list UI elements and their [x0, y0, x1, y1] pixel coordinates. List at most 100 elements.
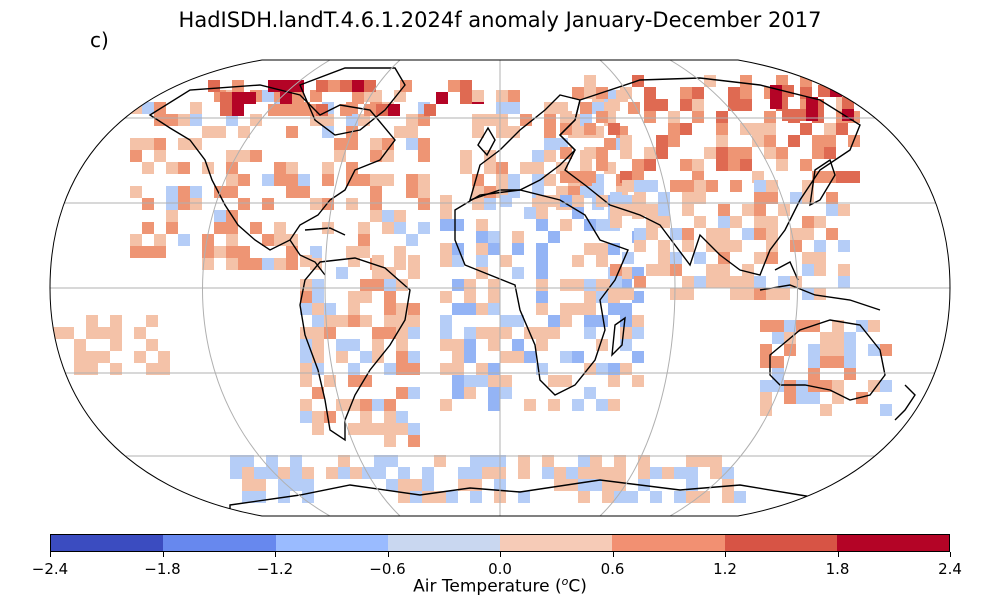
- anomaly-cell: [300, 327, 312, 339]
- anomaly-cell: [728, 99, 740, 111]
- anomaly-cell: [310, 246, 322, 258]
- anomaly-cell: [778, 288, 790, 300]
- anomaly-cell: [644, 159, 656, 171]
- anomaly-cell: [406, 234, 418, 246]
- anomaly-cell: [226, 246, 238, 258]
- anomaly-cell: [868, 344, 880, 356]
- anomaly-cell: [776, 147, 788, 159]
- anomaly-cell: [572, 351, 584, 363]
- anomaly-cell: [838, 264, 850, 276]
- colorbar-tick-label: −2.4: [31, 560, 69, 578]
- anomaly-cell: [312, 291, 324, 303]
- anomaly-cell: [476, 375, 488, 387]
- anomaly-cell: [340, 80, 352, 92]
- anomaly-cell: [360, 315, 372, 327]
- anomaly-cell: [590, 479, 602, 491]
- anomaly-cell: [178, 234, 190, 246]
- anomaly-cell: [328, 80, 340, 92]
- anomaly-cell: [634, 180, 646, 192]
- anomaly-cell: [488, 387, 500, 399]
- anomaly-cell: [544, 114, 556, 126]
- anomaly-cell: [372, 423, 384, 435]
- anomaly-cell: [776, 159, 788, 171]
- anomaly-cell: [544, 138, 556, 150]
- anomaly-cell: [698, 491, 710, 503]
- anomaly-cell: [250, 258, 262, 270]
- anomaly-cell: [358, 234, 370, 246]
- anomaly-cell: [680, 87, 692, 99]
- anomaly-cell: [488, 231, 500, 243]
- anomaly-cell: [680, 159, 692, 171]
- anomaly-cell: [280, 92, 292, 104]
- anomaly-cell: [242, 455, 254, 467]
- anomaly-cell: [572, 207, 584, 219]
- anomaly-cell: [232, 104, 244, 116]
- anomaly-cell: [394, 210, 406, 222]
- anomaly-cell: [560, 303, 572, 315]
- anomaly-cell: [794, 109, 806, 121]
- anomaly-cell: [644, 87, 656, 99]
- anomaly-cell: [802, 264, 814, 276]
- anomaly-cell: [440, 291, 452, 303]
- anomaly-cell: [312, 279, 324, 291]
- anomaly-cell: [560, 195, 572, 207]
- anomaly-cell: [470, 491, 482, 503]
- anomaly-cell: [300, 363, 312, 375]
- anomaly-cell: [142, 198, 154, 210]
- anomaly-cell: [382, 174, 394, 186]
- anomaly-cell: [706, 240, 718, 252]
- anomaly-cell: [832, 356, 844, 368]
- anomaly-cell: [674, 467, 686, 479]
- anomaly-cell: [608, 123, 620, 135]
- colorbar-tick-mark: [500, 552, 501, 557]
- anomaly-cell: [548, 399, 560, 411]
- anomaly-cell: [844, 344, 856, 356]
- anomaly-cell: [286, 162, 298, 174]
- anomaly-cell: [620, 303, 632, 315]
- anomaly-cell: [520, 114, 532, 126]
- anomaly-cell: [800, 123, 812, 135]
- anomaly-cell: [766, 228, 778, 240]
- anomaly-cell: [372, 351, 384, 363]
- figure-title: HadISDH.landT.4.6.1.2024f anomaly Januar…: [178, 8, 822, 32]
- anomaly-cell: [348, 339, 360, 351]
- anomaly-cell: [286, 174, 298, 186]
- anomaly-cell: [110, 315, 122, 327]
- colorbar-tick-label: 1.8: [825, 560, 850, 578]
- anomaly-cell: [536, 219, 548, 231]
- anomaly-cell: [544, 150, 556, 162]
- anomaly-cell: [384, 423, 396, 435]
- anomaly-cell: [336, 339, 348, 351]
- anomaly-cell: [718, 276, 730, 288]
- anomaly-cell: [440, 363, 452, 375]
- anomaly-cell: [464, 339, 476, 351]
- anomaly-cell: [778, 204, 790, 216]
- anomaly-cell: [532, 162, 544, 174]
- anomaly-cell: [440, 255, 452, 267]
- anomaly-cell: [110, 363, 122, 375]
- anomaly-cell: [202, 258, 214, 270]
- anomaly-cell: [446, 491, 458, 503]
- anomaly-cell: [488, 303, 500, 315]
- anomaly-cell: [608, 303, 620, 315]
- anomaly-cell: [220, 92, 232, 104]
- anomaly-cell: [718, 216, 730, 228]
- anomaly-cell: [536, 303, 548, 315]
- anomaly-cell: [396, 279, 408, 291]
- anomaly-cell: [808, 392, 820, 404]
- anomaly-cell: [346, 198, 358, 210]
- anomaly-cell: [280, 104, 292, 116]
- anomaly-cell: [836, 171, 848, 183]
- anomaly-cell: [508, 126, 520, 138]
- anomaly-cell: [694, 180, 706, 192]
- anomaly-cell: [142, 162, 154, 174]
- anomaly-cell: [376, 104, 388, 116]
- anomaly-cell: [766, 216, 778, 228]
- anomaly-cell: [418, 222, 430, 234]
- anomaly-cell: [472, 126, 484, 138]
- anomaly-cell: [434, 491, 446, 503]
- anomaly-cell: [130, 234, 142, 246]
- anomaly-cell: [386, 479, 398, 491]
- anomaly-cell: [230, 467, 242, 479]
- anomaly-cell: [406, 174, 418, 186]
